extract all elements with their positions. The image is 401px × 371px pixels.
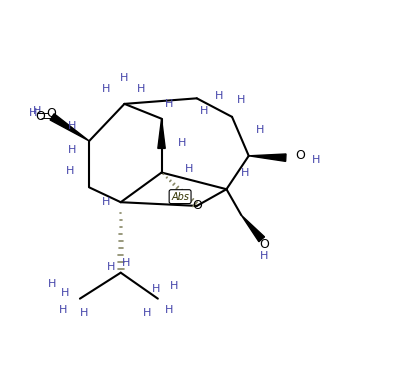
Text: H: H	[28, 108, 37, 118]
Text: H: H	[33, 106, 41, 116]
Text: H: H	[102, 84, 110, 94]
Text: —: —	[40, 112, 53, 125]
Text: H: H	[170, 281, 179, 290]
Text: H: H	[312, 155, 320, 165]
Text: H: H	[68, 121, 77, 131]
Text: H: H	[165, 99, 173, 109]
Text: H: H	[237, 95, 245, 105]
Text: O: O	[47, 106, 56, 120]
Text: H: H	[215, 92, 223, 101]
Text: H: H	[165, 305, 173, 315]
Text: H: H	[68, 145, 77, 155]
Text: H: H	[256, 125, 264, 135]
Text: O: O	[295, 149, 305, 162]
Text: H: H	[122, 259, 130, 268]
Text: H: H	[260, 251, 269, 261]
Text: H: H	[142, 309, 151, 318]
Text: O: O	[35, 110, 45, 124]
Text: H: H	[152, 285, 160, 294]
Polygon shape	[249, 154, 286, 161]
Text: H: H	[107, 262, 115, 272]
Text: H: H	[59, 305, 67, 315]
Text: H: H	[66, 166, 74, 175]
Text: H: H	[79, 309, 88, 318]
Text: Abs: Abs	[171, 192, 189, 201]
Polygon shape	[158, 119, 165, 148]
Polygon shape	[241, 215, 265, 242]
Text: O: O	[192, 199, 202, 213]
Text: H: H	[178, 138, 186, 148]
Text: O: O	[259, 237, 269, 251]
Text: H: H	[185, 164, 194, 174]
Text: H: H	[241, 168, 249, 177]
Text: H: H	[137, 84, 145, 94]
Text: H: H	[48, 279, 56, 289]
Polygon shape	[50, 114, 89, 141]
Text: H: H	[120, 73, 129, 83]
Text: H: H	[102, 197, 110, 207]
Text: H: H	[200, 106, 209, 116]
Text: —: —	[36, 106, 49, 120]
Text: H: H	[61, 288, 69, 298]
